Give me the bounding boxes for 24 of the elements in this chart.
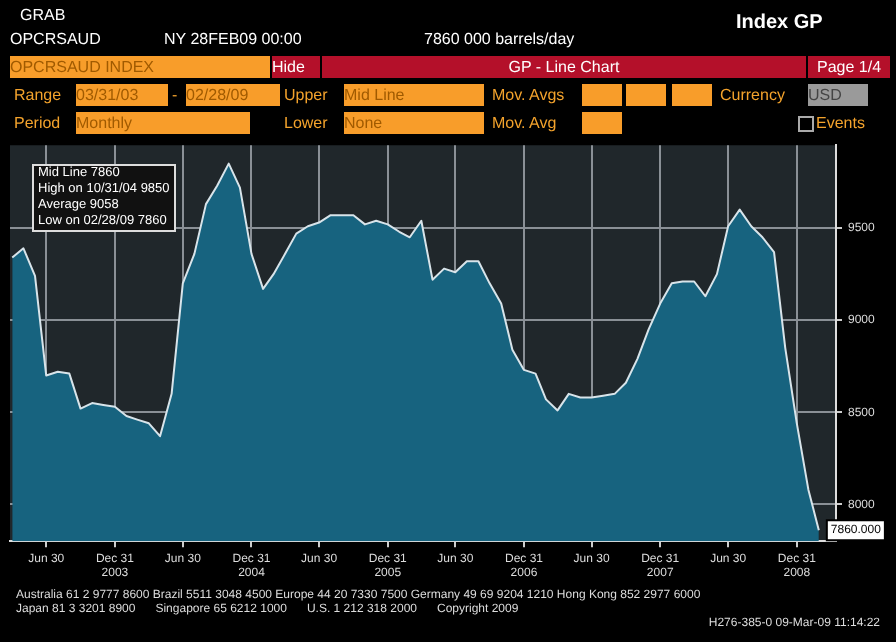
text: Lower: [284, 112, 328, 134]
text: Range: [14, 84, 62, 106]
text: Mov. Avgs: [492, 84, 565, 106]
text: Upper: [284, 84, 328, 106]
text: OPCRSAUD INDEX: [10, 56, 270, 78]
text: GP - Line Chart: [322, 56, 806, 78]
text: None: [344, 112, 484, 134]
text: Mid Line: [344, 84, 484, 106]
text: GRAB: [20, 4, 66, 26]
text: Period: [14, 112, 61, 134]
text: Mov. Avg: [492, 112, 557, 134]
text: USD: [808, 84, 868, 106]
text: Hide: [272, 56, 320, 78]
text: OPCRSAUD: [10, 28, 101, 50]
text: 7860 000 barrels/day: [424, 28, 575, 50]
text: Events: [816, 112, 865, 134]
text: Currency: [720, 84, 785, 106]
text: Page 1/4: [808, 56, 890, 78]
text: Monthly: [76, 112, 250, 134]
text: -: [172, 84, 178, 106]
text: 03/31/03: [76, 84, 168, 106]
text: Index GP: [736, 12, 823, 34]
text: NY 28FEB09 00:00: [164, 28, 302, 50]
text: 02/28/09: [186, 84, 280, 106]
